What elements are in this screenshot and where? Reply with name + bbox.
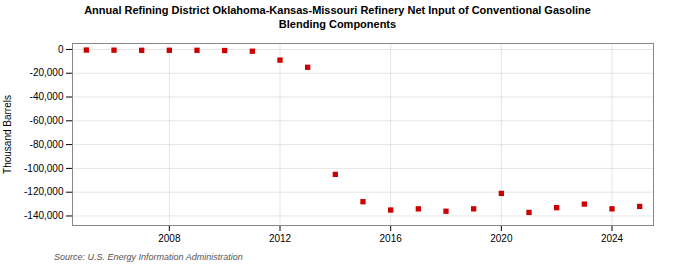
svg-text:2016: 2016 (380, 233, 403, 244)
html-text:Blending Components: Blending Components (278, 18, 397, 30)
svg-text:-100,000: -100,000 (24, 163, 64, 174)
svg-text:2020: 2020 (490, 233, 513, 244)
svg-text:-120,000: -120,000 (24, 186, 64, 197)
svg-text:0: 0 (58, 44, 64, 55)
svg-text:-140,000: -140,000 (24, 210, 64, 221)
html-text:Source: U.S. Energy Informatio: Source: U.S. Energy Information Administ… (54, 252, 243, 262)
svg-text:Thousand Barrels: Thousand Barrels (2, 95, 13, 174)
svg-text:2024: 2024 (601, 233, 624, 244)
svg-text:-80,000: -80,000 (30, 139, 64, 150)
svg-text:-40,000: -40,000 (30, 91, 64, 102)
svg-text:-60,000: -60,000 (30, 115, 64, 126)
svg-text:2008: 2008 (158, 233, 181, 244)
html-text:Annual Refining District Oklah: Annual Refining District Oklahoma-Kansas… (84, 4, 591, 16)
svg-text:2012: 2012 (269, 233, 292, 244)
svg-text:-20,000: -20,000 (30, 67, 64, 78)
